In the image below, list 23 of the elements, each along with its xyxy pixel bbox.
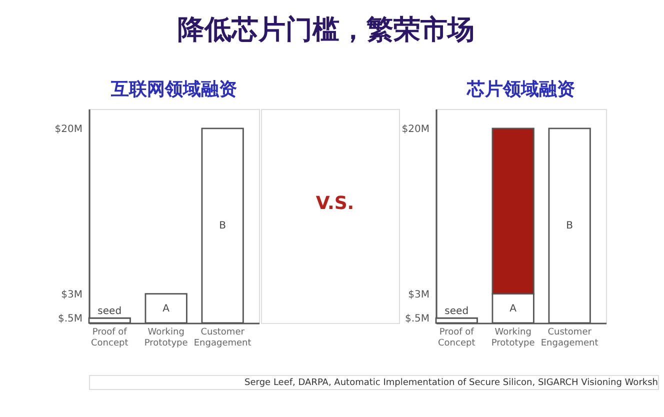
x-tick-label: Proof of Concept — [438, 328, 476, 348]
text: 降低芯片门槛，繁荣市场 — [178, 14, 475, 46]
y-tick-label: $20M — [402, 124, 430, 135]
x-tick-label: Customer Engagement — [194, 328, 252, 348]
x-tick-label: Customer Engagement — [540, 328, 599, 348]
y-tick-label: $20M — [54, 124, 82, 135]
data-label: seed — [444, 306, 469, 318]
chart-title: 芯片领域融资 — [466, 79, 575, 100]
x-tick-label: Working Prototype — [144, 328, 188, 348]
data-label: A — [162, 303, 170, 314]
y-tick-label: $3M — [408, 289, 430, 300]
data-label: A — [510, 303, 517, 314]
x-tick-label: Working Prototype — [491, 328, 536, 348]
y-tick-label: $3M — [61, 289, 82, 300]
y-tick-label: $.5M — [58, 314, 82, 325]
data-label: B — [219, 220, 226, 232]
data-label: B — [566, 220, 574, 232]
x-tick-label: Proof of Concept — [90, 328, 129, 348]
y-tick-label: $.5M — [404, 314, 430, 325]
chart-title: 互联网领域融资 — [110, 79, 237, 100]
text: Serge Leef, DARPA, Automatic Implementation of Secure Silicon, SIGARCH Visioning Worksh — [244, 378, 658, 388]
text: V.S. — [316, 193, 354, 214]
data-label: seed — [98, 306, 122, 318]
